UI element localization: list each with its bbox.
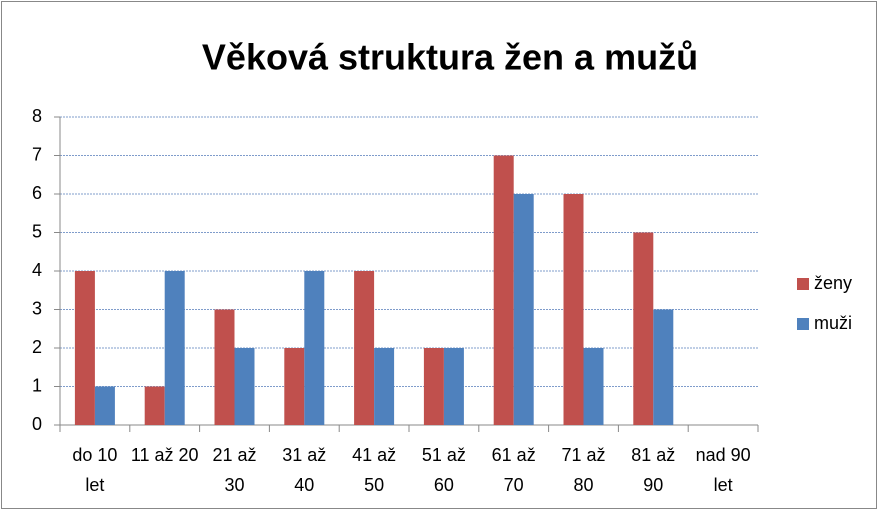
y-tick-label: 5	[32, 221, 42, 241]
y-tick-label: 7	[32, 144, 42, 164]
x-tick-label: 21 až 30	[212, 445, 257, 495]
bar	[563, 194, 584, 425]
bar	[234, 348, 255, 425]
bar	[284, 348, 305, 425]
x-tick-label: do 10 let	[72, 445, 118, 495]
bar	[443, 348, 464, 425]
bar	[423, 348, 444, 425]
bar	[304, 271, 325, 425]
x-tick-label: nad 90 let	[695, 445, 751, 495]
x-tick-label: 51 až 60	[421, 445, 466, 495]
bar	[214, 309, 235, 425]
y-tick-label: 4	[32, 260, 42, 280]
legend-swatch	[797, 278, 809, 290]
y-tick-label: 0	[32, 414, 42, 434]
legend-label: muži	[814, 313, 852, 333]
bar	[374, 348, 395, 425]
bar	[653, 309, 674, 425]
y-tick-label: 3	[32, 298, 42, 318]
bar	[164, 271, 185, 425]
y-tick-label: 2	[32, 337, 42, 357]
x-tick-label: 61 až 70	[491, 445, 536, 495]
bar	[583, 348, 604, 425]
y-tick-label: 6	[32, 183, 42, 203]
x-tick-label: 31 až 40	[282, 445, 327, 495]
chart-title: Věková struktura žen a mužů	[202, 37, 698, 78]
x-tick-label: 11 až 20	[130, 445, 199, 465]
x-tick-label: 41 až 50	[352, 445, 397, 495]
legend-label: ženy	[814, 273, 852, 293]
bar	[513, 194, 534, 425]
bar	[74, 271, 95, 425]
x-tick-label: 71 až 80	[561, 445, 606, 495]
bar	[493, 155, 514, 425]
x-tick-label: 81 až 90	[631, 445, 676, 495]
bar	[354, 271, 375, 425]
bar	[633, 232, 654, 425]
bar	[94, 386, 115, 425]
bar	[144, 386, 165, 425]
legend-swatch	[797, 318, 809, 330]
y-tick-label: 1	[32, 375, 42, 395]
y-tick-label: 8	[32, 106, 42, 126]
